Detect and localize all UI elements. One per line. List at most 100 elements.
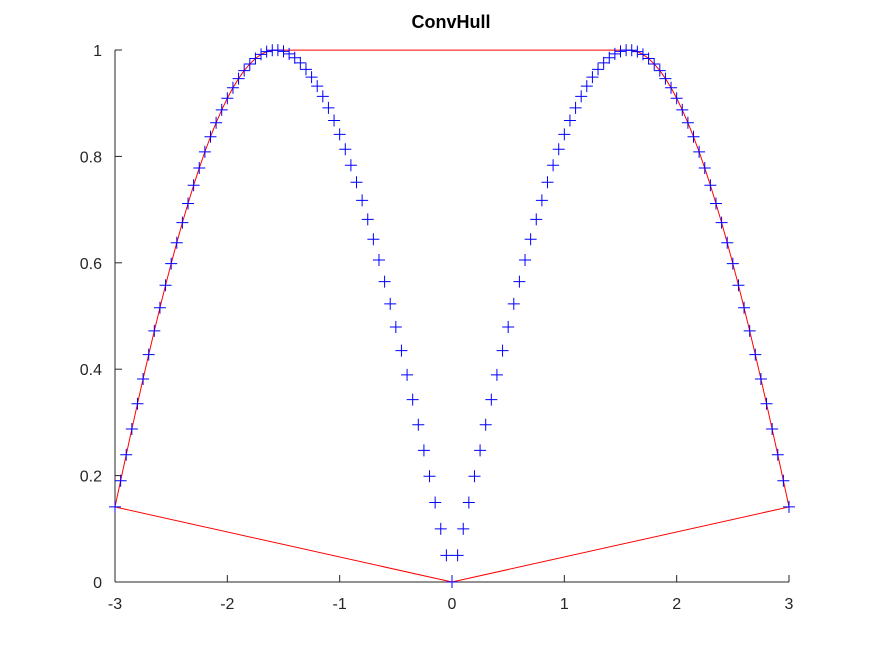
data-point	[109, 500, 121, 513]
data-point	[165, 257, 178, 270]
data-point	[698, 162, 711, 175]
convex-hull-line	[114, 49, 790, 583]
data-point	[569, 101, 582, 114]
data-point	[586, 71, 599, 84]
data-point	[709, 197, 722, 210]
data-point	[771, 448, 784, 461]
y-tick-label: 1	[93, 43, 102, 60]
data-point	[395, 344, 408, 357]
data-point	[170, 236, 183, 249]
data-point	[580, 80, 593, 93]
data-point	[125, 423, 138, 436]
data-point	[372, 254, 385, 267]
data-point	[316, 90, 329, 103]
data-point	[322, 101, 335, 114]
data-point	[597, 56, 610, 69]
data-point	[563, 114, 576, 127]
data-point	[238, 64, 251, 77]
data-point	[496, 344, 509, 357]
data-point	[255, 48, 268, 61]
data-point	[530, 213, 543, 226]
data-point	[440, 549, 453, 562]
data-point	[131, 397, 144, 410]
data-point	[221, 92, 234, 105]
data-point	[681, 116, 694, 129]
data-point	[659, 72, 672, 85]
x-tick-label: 0	[448, 596, 457, 613]
data-point	[721, 236, 734, 249]
data-point	[182, 197, 195, 210]
data-point	[142, 348, 155, 361]
data-point	[384, 297, 397, 310]
data-point	[631, 45, 644, 58]
y-tick-label: 0.4	[80, 362, 102, 379]
y-tick-label: 0.6	[80, 256, 102, 273]
data-point	[210, 116, 223, 129]
data-point	[204, 130, 217, 143]
data-point	[226, 81, 239, 94]
y-tick-label: 0	[93, 575, 102, 592]
data-point	[665, 81, 678, 94]
x-tick-label: -1	[333, 596, 347, 613]
data-point	[159, 279, 172, 292]
data-point	[305, 71, 318, 84]
data-point	[575, 90, 588, 103]
data-point	[614, 45, 627, 58]
data-point	[333, 128, 346, 141]
plot-area: -3 -2 -1 0 1 2 3 0 0.2 0.4 0.6 0.8 1	[80, 43, 795, 613]
data-point	[502, 320, 515, 333]
y-tick-label: 0.8	[80, 149, 102, 166]
data-point	[412, 418, 425, 431]
data-point	[277, 45, 290, 58]
data-point	[232, 72, 245, 85]
data-point	[457, 522, 470, 535]
x-tick-label: 1	[560, 596, 569, 613]
data-point	[193, 162, 206, 175]
data-point	[406, 393, 419, 406]
data-point	[328, 114, 341, 127]
data-point	[417, 444, 430, 457]
data-point	[361, 213, 374, 226]
data-point	[524, 233, 537, 246]
data-point	[350, 176, 363, 189]
data-point	[243, 57, 256, 70]
data-point	[479, 418, 492, 431]
data-point	[687, 130, 700, 143]
data-point	[648, 57, 661, 70]
data-point	[344, 159, 357, 172]
data-point	[137, 372, 150, 385]
x-tick-label: -2	[220, 596, 234, 613]
data-point	[738, 301, 751, 314]
data-point	[339, 143, 352, 156]
x-tick-label: -3	[108, 596, 122, 613]
data-point	[176, 216, 189, 229]
data-point	[513, 275, 526, 288]
data-point	[468, 470, 481, 483]
chart-title: ConvHull	[412, 12, 491, 32]
data-point	[592, 63, 605, 76]
data-point	[670, 92, 683, 105]
data-point	[288, 51, 301, 64]
data-point	[120, 448, 133, 461]
y-tick-label: 0.2	[80, 469, 102, 486]
data-point	[760, 397, 773, 410]
data-point	[187, 179, 200, 192]
data-point	[434, 522, 447, 535]
data-point	[429, 496, 442, 509]
data-point	[608, 47, 621, 60]
data-point	[423, 470, 436, 483]
x-tick-label: 3	[785, 596, 794, 613]
data-point	[783, 500, 795, 513]
data-point	[642, 52, 655, 65]
data-point	[715, 216, 728, 229]
data-point	[378, 275, 391, 288]
data-point	[519, 254, 532, 267]
data-point	[485, 393, 498, 406]
x-tick-label: 2	[672, 596, 681, 613]
data-point	[507, 297, 520, 310]
data-point	[726, 257, 739, 270]
data-point	[766, 423, 779, 436]
data-point	[451, 549, 464, 562]
